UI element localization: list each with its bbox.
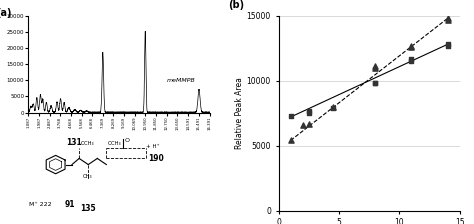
Point [444,44,452,47]
Text: (b): (b) [228,0,244,10]
Text: 91: 91 [65,200,75,209]
Text: O: O [125,138,129,142]
Text: + H⁺: + H⁺ [146,144,160,149]
Point [372,65,379,68]
Point [444,17,452,20]
Point [287,139,294,142]
Point [408,59,415,63]
Text: (a): (a) [0,8,11,18]
Point [444,43,452,46]
Text: M⁺ 222: M⁺ 222 [29,202,52,207]
Point [305,122,312,125]
Y-axis label: Relative Peak Area: Relative Peak Area [235,77,244,149]
Point [329,106,337,110]
Point [408,44,415,47]
Point [408,57,415,60]
Text: 135: 135 [81,204,96,213]
Point [408,45,415,49]
Point [305,111,312,115]
Text: 131: 131 [66,138,82,147]
Text: meMMPB: meMMPB [167,78,196,83]
Point [305,109,312,112]
Point [372,82,379,85]
Point [299,123,307,127]
Point [372,66,379,69]
Text: OCH₃: OCH₃ [108,141,122,146]
Point [287,114,294,118]
Point [444,18,452,21]
Text: OCH₃: OCH₃ [81,141,95,146]
Point [329,105,337,108]
Text: 190: 190 [148,154,164,163]
Point [372,82,379,85]
Text: CH₃: CH₃ [83,174,92,179]
